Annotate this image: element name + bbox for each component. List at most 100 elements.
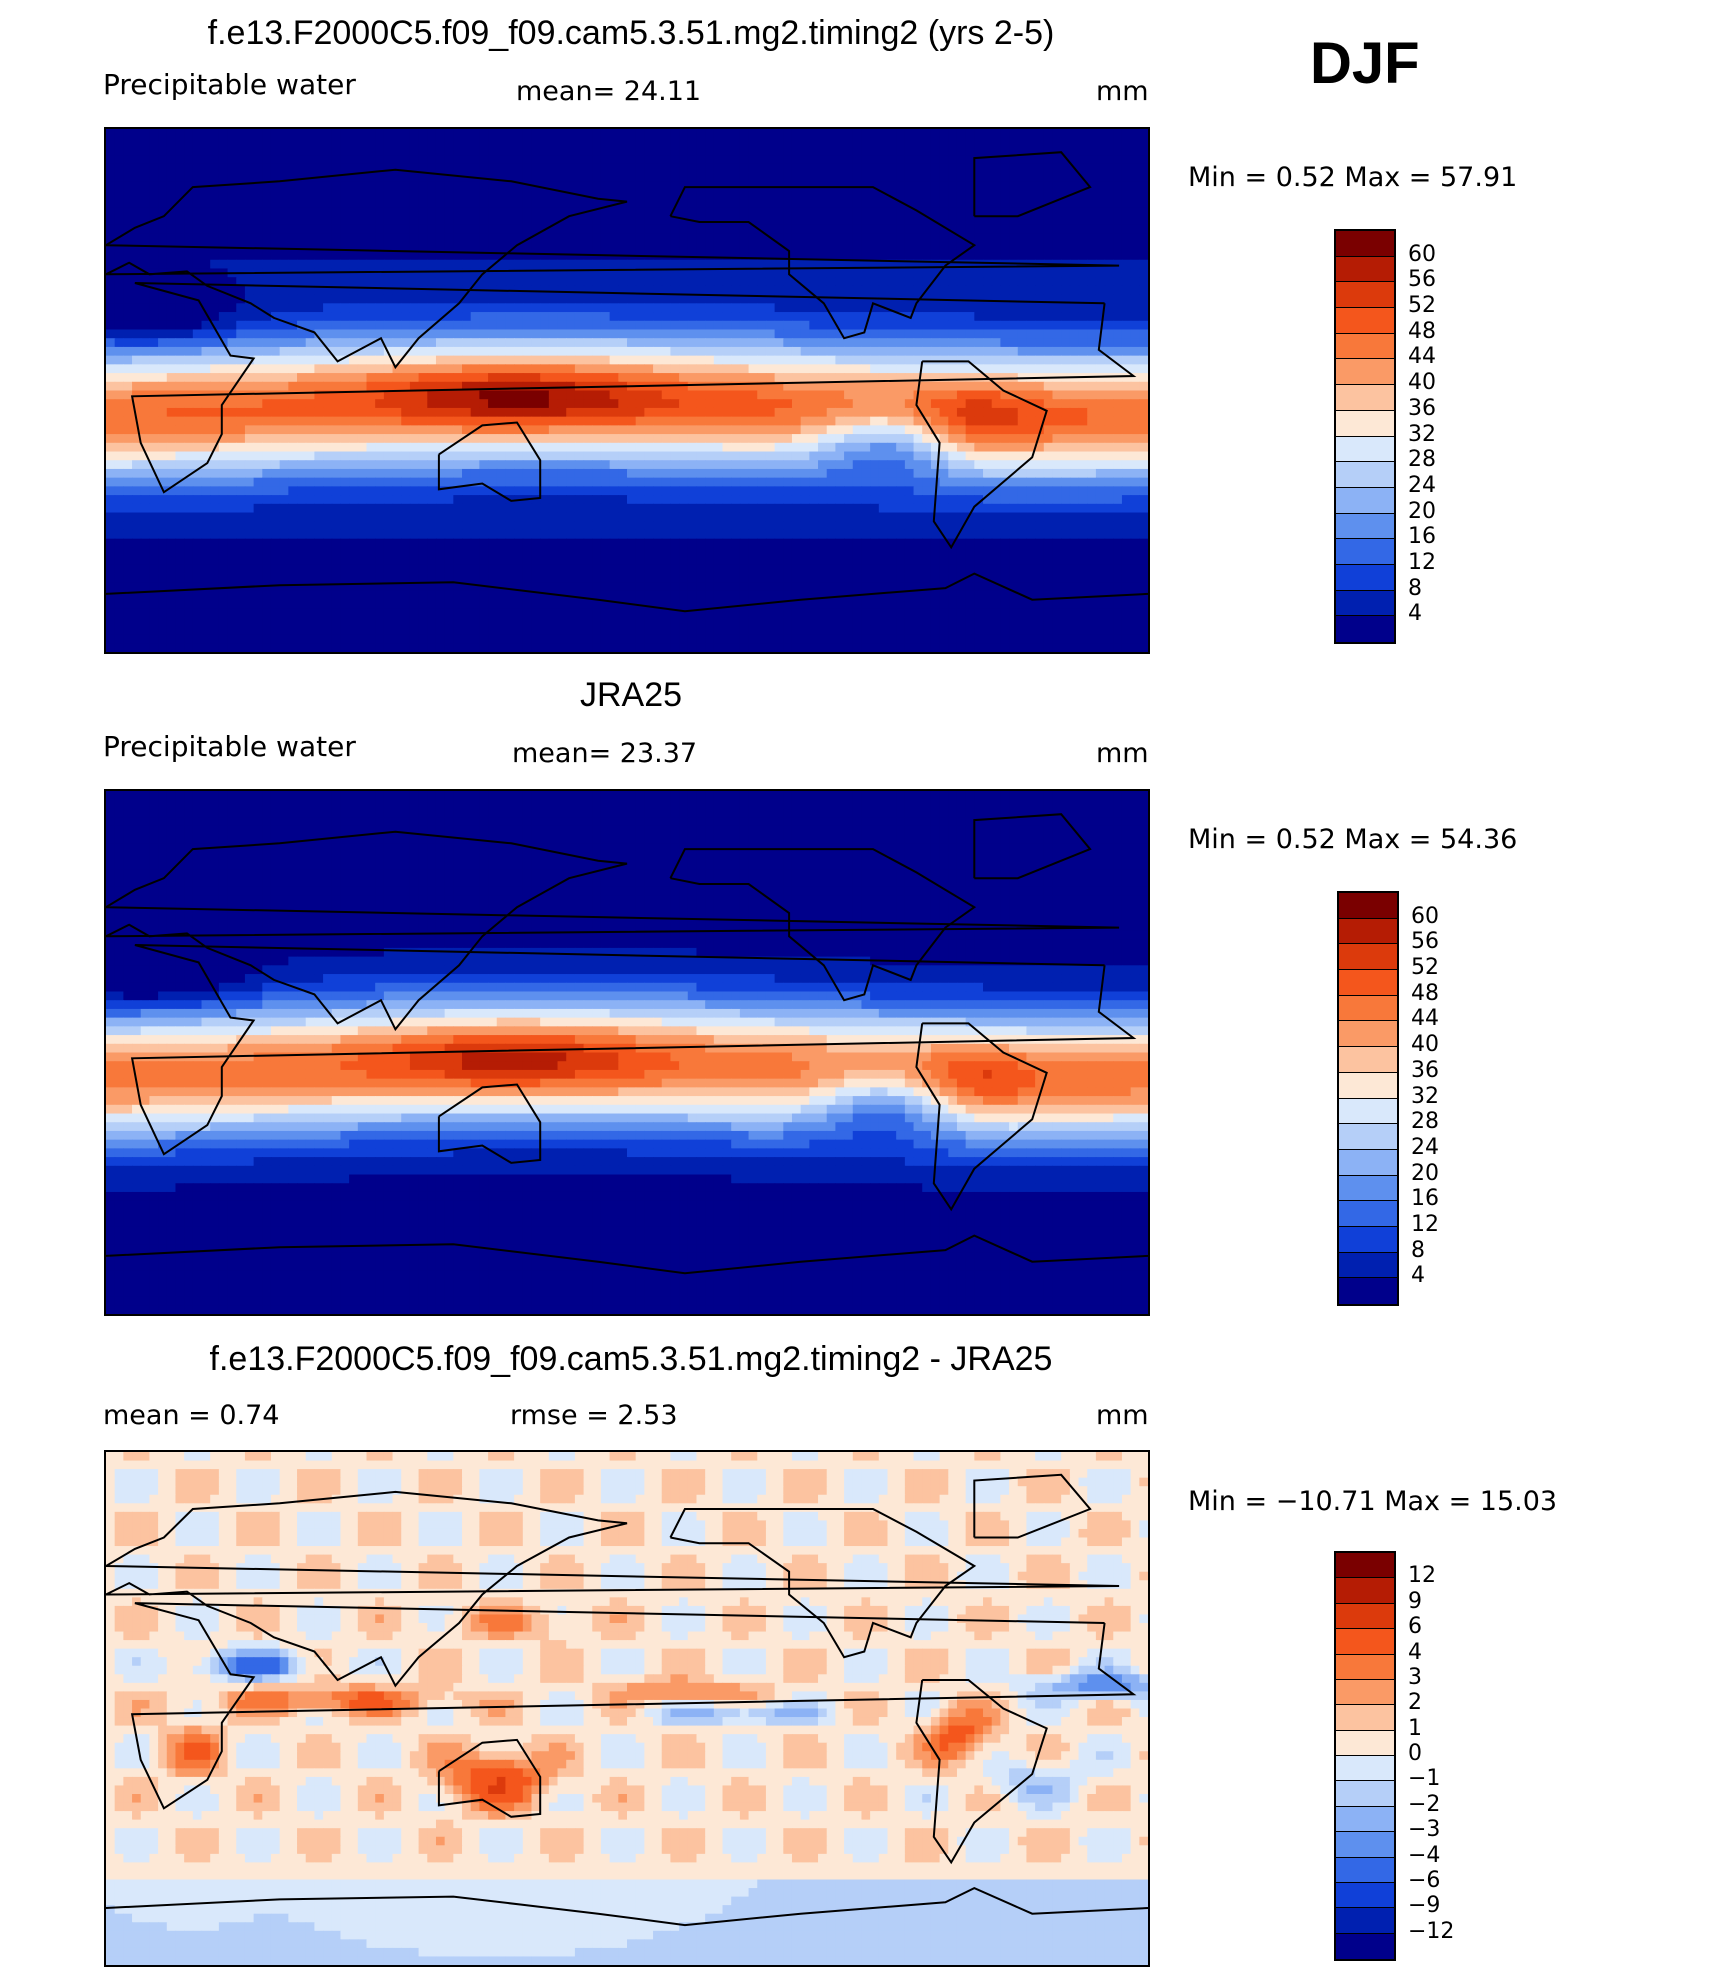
colorbar-tick-label: 36 [1411,1058,1439,1083]
colorbar-tick-label: 56 [1411,929,1439,954]
colorbar-tick-label: −2 [1408,1792,1440,1817]
panel-1-variable-label: Precipitable water [103,68,356,101]
colorbar-tick-label: 44 [1408,344,1436,369]
coastline [106,1490,1120,1688]
coastline [130,944,1137,1156]
colorbar-swatch [1336,1705,1394,1731]
colorbar-tick-label: 32 [1408,422,1436,447]
colorbar-tick-label: −9 [1408,1893,1440,1918]
colorbar-tick-label: 48 [1408,319,1436,344]
colorbar-swatch [1339,1226,1397,1253]
coastline [437,421,542,502]
panel-3-units-label: mm [1096,1400,1149,1431]
colorbar-tick-label: −1 [1408,1766,1440,1791]
panel-2-variable-label: Precipitable water [103,730,356,763]
colorbar-swatch [1339,1072,1397,1099]
panel-3-mean-label: mean = 0.74 [103,1400,279,1431]
colorbar-swatch [1339,1047,1397,1073]
colorbar-swatch [1336,1832,1394,1858]
season-label: DJF [1310,30,1420,97]
panel-3-title: f.e13.F2000C5.f09_f09.cam5.3.51.mg2.timi… [0,1340,1262,1379]
colorbar-tick-label: 44 [1411,1006,1439,1031]
colorbar-swatch [1339,918,1397,945]
colorbar-swatch [1336,590,1394,617]
colorbar-swatch [1336,487,1394,514]
colorbar-swatch [1336,1654,1394,1680]
colorbar-swatch [1336,359,1394,386]
colorbar-swatch [1336,1730,1394,1756]
colorbar-swatch [1336,462,1394,488]
coastline [915,360,1048,550]
panel-2-mean-label: mean= 23.37 [512,738,697,769]
colorbar-swatch [1339,893,1397,919]
panel-3-map [104,1450,1150,1967]
colorbar-tick-label: 60 [1408,242,1436,267]
colorbar-swatch [1339,1149,1397,1176]
colorbar-swatch [1336,308,1394,334]
colorbar-swatch [1336,616,1394,642]
map-field-svg [106,791,1148,1314]
colorbar-tick-label: 8 [1408,576,1422,601]
coastline [437,1738,542,1818]
map-field-svg [106,129,1148,652]
colorbar-swatch [1339,944,1397,971]
colorbar-tick-label: 1 [1408,1716,1422,1741]
coastline [106,1886,1148,1927]
colorbar-tick-label: −12 [1408,1919,1454,1944]
panel-3-colorbar [1334,1551,1396,1961]
colorbar-swatch [1336,539,1394,565]
colorbar-tick-label: 12 [1408,1563,1436,1588]
colorbar-swatch [1339,1021,1397,1048]
panel-1-minmax: Min = 0.52 Max = 57.91 [1188,162,1517,193]
colorbar-swatch [1336,333,1394,360]
colorbar-tick-label: 0 [1408,1741,1422,1766]
colorbar-tick-label: 4 [1411,1263,1425,1288]
colorbar-swatch [1336,1933,1394,1959]
colorbar-tick-label: 20 [1411,1161,1439,1186]
panel-2-units-label: mm [1096,738,1149,769]
panel-2-minmax: Min = 0.52 Max = 54.36 [1188,824,1517,855]
coastline [973,151,1092,218]
coastline [106,1234,1148,1275]
colorbar-tick-label: 32 [1411,1084,1439,1109]
coastline [915,1679,1048,1865]
colorbar-swatch [1336,1857,1394,1883]
coastline [669,186,977,340]
colorbar-swatch [1339,995,1397,1022]
panel-2-title: JRA25 [0,676,1262,715]
colorbar-swatch [1336,1806,1394,1833]
colorbar-tick-label: −4 [1408,1843,1440,1868]
colorbar-tick-label: 4 [1408,601,1422,626]
panel-2-map [104,789,1150,1316]
colorbar-tick-label: −3 [1408,1817,1440,1842]
panel-2-colorbar [1337,891,1399,1306]
colorbar-swatch [1339,1124,1397,1150]
colorbar-swatch [1336,1578,1394,1604]
colorbar-tick-label: 16 [1411,1186,1439,1211]
coastline [106,168,1120,370]
colorbar-swatch [1336,231,1394,257]
colorbar-tick-label: 8 [1411,1238,1425,1263]
coastline [973,813,1092,880]
colorbar-swatch [1336,1603,1394,1630]
coastline [669,1508,977,1659]
panel-3-rmse-label: rmse = 2.53 [510,1400,678,1431]
colorbar-swatch [1336,1679,1394,1706]
panel-1-mean-label: mean= 24.11 [516,76,701,107]
coastline [437,1083,542,1164]
colorbar-tick-label: 28 [1411,1109,1439,1134]
colorbar-tick-label: 56 [1408,267,1436,292]
panel-3-minmax: Min = −10.71 Max = 15.03 [1188,1486,1557,1517]
colorbar-tick-label: 52 [1408,293,1436,318]
coastline [106,830,1120,1032]
colorbar-tick-label: 60 [1411,904,1439,929]
colorbar-tick-label: 48 [1411,981,1439,1006]
colorbar-swatch [1336,436,1394,463]
colorbar-swatch [1336,1756,1394,1782]
colorbar-tick-label: 36 [1408,396,1436,421]
colorbar-swatch [1339,1201,1397,1227]
panel-1-colorbar [1334,229,1396,644]
colorbar-tick-label: 9 [1408,1589,1422,1614]
colorbar-tick-label: 4 [1408,1640,1422,1665]
colorbar-swatch [1336,282,1394,309]
